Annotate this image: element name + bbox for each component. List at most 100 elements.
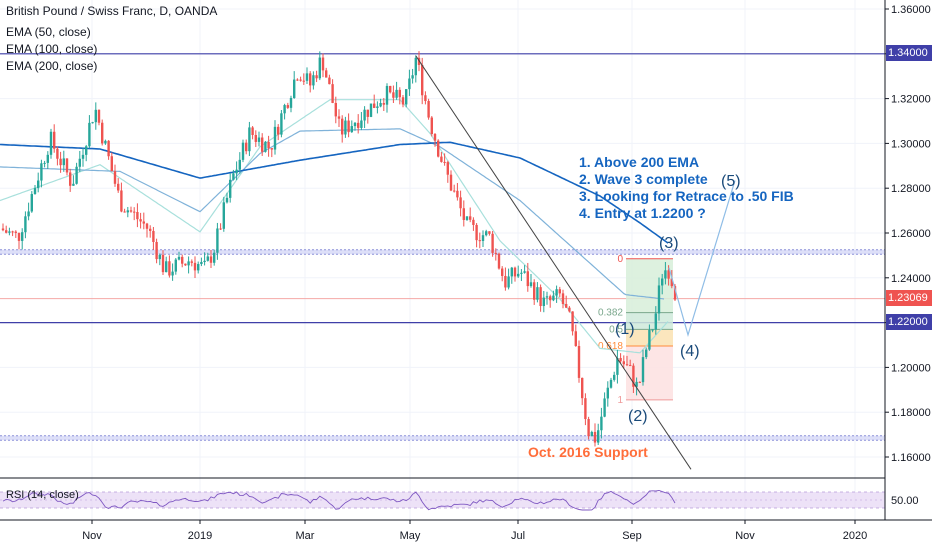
- candle-body: [385, 85, 389, 105]
- candle-body: [219, 228, 222, 230]
- candle-body: [558, 289, 561, 294]
- candle-body: [459, 197, 462, 209]
- candle-body: [411, 75, 414, 79]
- candle-body: [453, 190, 456, 192]
- annotation-line-2: 2. Wave 3 complete: [579, 171, 708, 187]
- candle-body: [283, 105, 286, 114]
- candle-body: [584, 398, 587, 420]
- candle-body: [245, 142, 248, 152]
- support-bands: [0, 53, 885, 441]
- candle-body: [376, 106, 379, 108]
- candle-body: [97, 109, 101, 123]
- candle-body: [289, 98, 293, 108]
- fib-level-label: 0.618: [598, 341, 623, 352]
- candle-body: [382, 103, 385, 105]
- candle-body: [440, 156, 443, 162]
- candle-body: [581, 377, 584, 399]
- candle-body: [533, 282, 536, 300]
- candle-body: [5, 230, 8, 233]
- y-tick-label: 1.30000: [891, 138, 931, 150]
- rsi-label: RSI (14, close): [6, 489, 79, 501]
- candle-body: [267, 141, 270, 149]
- candle-body: [56, 148, 59, 159]
- candle-body: [174, 259, 177, 272]
- candle-body: [353, 122, 357, 127]
- candle-body: [161, 254, 165, 273]
- candle-body: [72, 183, 75, 186]
- candle-body: [280, 113, 283, 135]
- candle-body: [11, 231, 14, 233]
- candle-body: [81, 154, 85, 159]
- candle-body: [165, 261, 168, 273]
- fib-zone-382-5: [626, 312, 673, 330]
- candle-body: [641, 357, 645, 383]
- fib-level-label: 1: [617, 395, 623, 406]
- candle-body: [331, 84, 334, 103]
- candle-body: [645, 349, 648, 358]
- price-tag-current: 1.23069: [886, 290, 932, 306]
- candle-body: [270, 148, 273, 150]
- candle-body: [379, 103, 382, 107]
- y-tick-label: 1.32000: [891, 94, 931, 106]
- candle-body: [94, 109, 97, 123]
- candle-body: [523, 271, 526, 273]
- candle-body: [481, 235, 485, 241]
- candle-body: [254, 134, 257, 142]
- x-tick-label: Sep: [622, 530, 642, 542]
- support-label: Oct. 2016 Support: [528, 444, 648, 460]
- y-tick-label: 1.36000: [891, 4, 931, 16]
- projection-path: [668, 180, 736, 338]
- annotation-line-1: 1. Above 200 EMA: [579, 154, 700, 170]
- candle-body: [392, 92, 395, 98]
- candle-body: [574, 331, 577, 347]
- candle-body: [619, 357, 622, 362]
- wave-label-4: (4): [680, 343, 700, 360]
- candle-body: [408, 78, 411, 90]
- candle-body: [405, 89, 408, 105]
- candle-body: [91, 122, 94, 124]
- candle-body: [635, 381, 638, 387]
- candle-body: [318, 57, 321, 79]
- candle-body: [37, 180, 40, 189]
- candle-body: [449, 174, 453, 191]
- candles: [1, 51, 677, 447]
- candle-body: [632, 365, 635, 387]
- candle-body: [433, 134, 437, 141]
- wave-label-3: (3): [659, 235, 679, 252]
- candle-body: [648, 329, 651, 350]
- candle-body: [373, 103, 376, 108]
- candle-body: [8, 231, 11, 233]
- candle-body: [421, 64, 424, 96]
- candle-body: [305, 73, 309, 81]
- candle-body: [593, 431, 597, 443]
- candle-body: [625, 364, 629, 366]
- candle-body: [446, 162, 449, 175]
- rsi-pane: [0, 477, 885, 511]
- candle-body: [673, 286, 677, 300]
- candle-body: [21, 232, 24, 241]
- candle-body: [273, 126, 277, 150]
- candle-body: [184, 263, 187, 266]
- candle-body: [529, 282, 533, 287]
- candle-body: [238, 159, 241, 170]
- rsi-tick-label: 50.00: [891, 495, 919, 507]
- candle-body: [597, 430, 600, 443]
- candle-body: [606, 387, 609, 399]
- candle-body: [315, 75, 318, 79]
- candle-body: [350, 126, 353, 133]
- candle-body: [299, 79, 302, 81]
- support-band: [0, 435, 885, 441]
- candle-body: [53, 131, 56, 149]
- candle-body: [113, 171, 117, 184]
- candle-body: [427, 101, 430, 118]
- candle-body: [337, 116, 341, 119]
- candle-body: [110, 156, 113, 172]
- candle-body: [158, 254, 161, 260]
- candle-body: [616, 357, 619, 375]
- candle-body: [651, 329, 654, 331]
- chart-title: British Pound / Swiss Franc, D, OANDA: [6, 4, 218, 18]
- candle-body: [577, 346, 581, 378]
- candle-body: [667, 270, 670, 279]
- candle-body: [293, 79, 296, 99]
